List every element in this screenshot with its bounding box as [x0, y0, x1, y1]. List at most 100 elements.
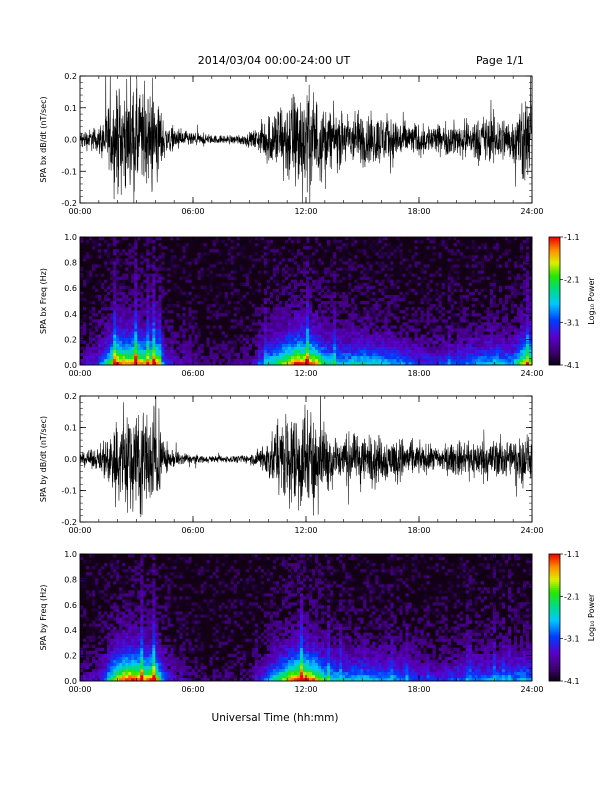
spectrogram-cell — [290, 310, 295, 314]
spectrogram-cell — [519, 322, 524, 326]
spectrogram-cell — [330, 334, 334, 338]
spectrogram-cell — [92, 331, 96, 335]
spectrogram-cell — [278, 322, 283, 326]
spectrogram-cell — [372, 270, 376, 274]
spectrogram-cell — [125, 620, 129, 624]
spectrogram-cell — [369, 285, 373, 290]
spectrogram-cell — [116, 659, 120, 664]
spectrogram-cell — [98, 569, 102, 573]
spectrogram-cell — [369, 264, 373, 268]
spectrogram-cell — [489, 328, 494, 332]
colorbar-tick-label: -4.1 — [564, 361, 580, 370]
spectrogram-cell — [330, 297, 334, 302]
spectrogram-cell — [107, 638, 111, 642]
spectrogram-cell — [119, 674, 123, 679]
spectrogram-cell — [284, 301, 289, 305]
spectrogram-cell — [287, 340, 292, 344]
spectrogram-cell — [146, 361, 150, 366]
spectrogram-cell — [399, 361, 403, 366]
spectrogram-cell — [468, 337, 472, 341]
spectrogram-cell — [321, 331, 325, 335]
spectrogram-cell — [408, 361, 412, 366]
spectrogram-cell — [116, 325, 120, 329]
spectrogram-cell — [119, 581, 123, 585]
spectrogram-cell — [104, 620, 108, 624]
spectrogram-cell — [468, 331, 472, 335]
spectrogram-cell — [312, 258, 316, 262]
spectrogram-cell — [498, 322, 503, 326]
spectrogram-cell — [170, 331, 174, 335]
spectrogram-cell — [269, 334, 274, 338]
spectrogram-cell — [197, 334, 201, 338]
spectrogram-cell — [176, 343, 180, 347]
spectrogram-cell — [242, 255, 246, 259]
spectrogram-cell — [429, 240, 433, 244]
spectrogram-cell — [119, 620, 123, 624]
spectrogram-cell — [302, 352, 307, 357]
spectrogram-cell — [197, 270, 201, 274]
spectrogram-cell — [107, 572, 111, 576]
spectrogram-cell — [170, 237, 174, 241]
spectrogram-cell — [125, 614, 129, 618]
spectrogram-cell — [447, 355, 451, 360]
spectrogram-cell — [110, 352, 114, 357]
y-axis-label: SPA by dB/dt (nT/sec) — [39, 416, 48, 502]
spectrogram-cell — [89, 623, 93, 627]
spectrogram-cell — [381, 358, 385, 363]
spectrogram-cell — [131, 662, 135, 667]
spectrogram-cell — [140, 620, 144, 624]
spectrogram-cell — [269, 346, 274, 350]
spectrogram-cell — [266, 258, 271, 262]
spectrogram-cell — [128, 617, 132, 621]
spectrogram-cell — [315, 310, 319, 314]
spectrogram-cell — [95, 361, 99, 366]
spectrogram-cell — [312, 279, 316, 283]
colorbar-segment — [549, 249, 560, 252]
spectrogram-cell — [146, 258, 150, 262]
spectrogram-cell — [134, 316, 138, 320]
spectrogram-cell — [426, 352, 430, 357]
spectrogram-cell — [191, 328, 195, 332]
spectrogram-cell — [351, 337, 355, 341]
spectrogram-cell — [134, 587, 138, 591]
spectrogram-cell — [116, 650, 120, 654]
spectrogram-cell — [206, 291, 210, 296]
colorbar-segment — [549, 297, 560, 300]
spectrogram-cell — [438, 355, 442, 360]
spectrogram-cell — [483, 358, 487, 363]
spectrogram-cell — [321, 322, 325, 326]
spectrogram-cell — [384, 307, 388, 311]
spectrogram-cell — [122, 322, 126, 326]
spectrogram-cell — [122, 307, 126, 311]
spectrogram-cell — [321, 270, 325, 274]
spectrogram-cell — [465, 358, 469, 363]
spectrogram-cell — [423, 276, 427, 280]
spectrogram-cell — [137, 641, 141, 645]
spectrogram-cell — [191, 258, 195, 262]
spectrogram-cell — [384, 313, 388, 317]
spectrogram-cell — [513, 349, 518, 354]
spectrogram-cell — [125, 297, 129, 302]
spectrogram-cell — [179, 358, 183, 363]
spectrogram-cell — [501, 307, 506, 311]
spectrogram-cell — [155, 629, 159, 633]
spectrogram-cell — [519, 316, 524, 320]
spectrogram-cell — [140, 575, 144, 579]
spectrogram-cell — [315, 267, 319, 271]
spectrogram-cell — [504, 307, 509, 311]
spectrogram-cell — [423, 270, 427, 274]
spectrogram-cell — [128, 623, 132, 627]
spectrogram-cell — [296, 340, 301, 344]
spectrogram-cell — [447, 343, 451, 347]
spectrogram-cell — [306, 297, 310, 302]
spectrogram-cell — [327, 301, 331, 305]
spectrogram-cell — [140, 346, 144, 350]
spectrogram-cell — [89, 349, 93, 354]
spectrogram-cell — [333, 285, 337, 290]
spectrogram-cell — [137, 629, 141, 633]
spectrogram-cell — [149, 659, 153, 664]
spectrogram-cell — [507, 297, 512, 302]
spectrogram-cell — [155, 276, 159, 280]
spectrogram-cell — [104, 611, 108, 615]
spectrogram-cell — [432, 316, 436, 320]
